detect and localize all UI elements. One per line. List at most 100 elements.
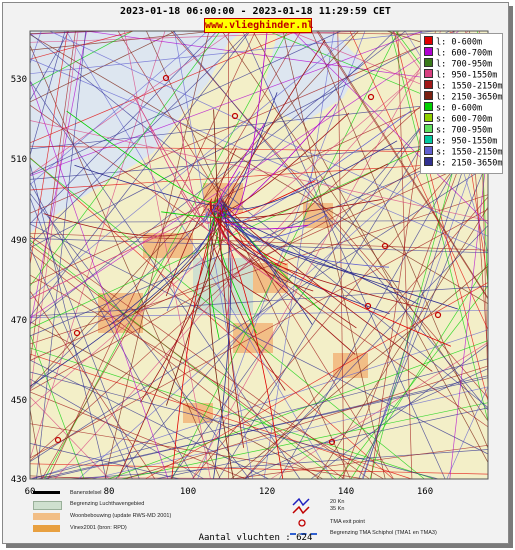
legend-item: s: 700-950m [424, 124, 493, 136]
flight-track [41, 30, 302, 480]
flight-track [29, 391, 247, 480]
tma-exit-label: TMA exit point [330, 519, 365, 525]
flight-track [202, 171, 241, 223]
flight-track [49, 30, 489, 237]
flight-track [173, 30, 489, 411]
flight-track [223, 140, 398, 210]
legend-label: s: 600-700m [436, 114, 493, 125]
flight-track [29, 145, 489, 153]
y-axis: 530 510 490 470 450 430 [11, 75, 27, 485]
flight-track [29, 30, 79, 395]
flight-track [242, 30, 446, 480]
x-tick-label: 60 [25, 487, 36, 497]
y-tick-label: 510 [11, 155, 27, 165]
flight-track [29, 30, 70, 101]
flight-track [29, 232, 489, 251]
flight-track [171, 30, 399, 480]
flight-track [161, 210, 228, 218]
flight-track [29, 204, 216, 387]
x-tick-label: 140 [338, 487, 354, 497]
flight-track [213, 199, 232, 480]
flight-track [29, 30, 357, 298]
flight-track [29, 274, 384, 480]
y-tick-label: 530 [11, 75, 27, 85]
flight-track [292, 30, 489, 225]
legend-label: l: 600-700m [436, 48, 493, 59]
flight-track [29, 161, 489, 191]
flight-track [29, 30, 166, 459]
flight-track [244, 196, 489, 480]
y-tick-label: 470 [11, 316, 27, 326]
flight-count: Aantal vluchten : 624 [198, 533, 313, 543]
flight-track [219, 199, 286, 391]
flight-track [145, 282, 489, 480]
flight-track [230, 444, 489, 480]
legend-swatch [424, 113, 433, 122]
legend-label: l: 0-600m [436, 37, 483, 48]
flight-track [29, 30, 68, 265]
flight-track [213, 212, 257, 334]
flight-track [191, 30, 442, 480]
flight-track [134, 209, 228, 314]
tma-boundary-label: Begrenzing TMA Schiphol (TMA1 en TMA3) [330, 530, 437, 536]
flight-track [29, 104, 489, 428]
flight-track [29, 208, 489, 459]
flight-track [29, 208, 220, 300]
flight-track [174, 30, 254, 480]
flight-track [449, 145, 489, 480]
flight-track [221, 204, 309, 230]
flight-track [29, 30, 436, 75]
flight-track [350, 262, 489, 480]
x-axis: 60 80 100 120 140 160 [25, 487, 434, 497]
legend-label: l: 1550-2150m [436, 81, 503, 92]
flight-track [337, 30, 345, 480]
legend-swatch [424, 102, 433, 111]
legend-label: s: 0-600m [436, 103, 483, 114]
legend-swatch [424, 157, 433, 166]
legend-item: s: 950-1550m [424, 135, 498, 147]
flight-track [29, 443, 180, 480]
flight-track [209, 198, 452, 347]
flight-track [29, 30, 209, 185]
flight-track [29, 44, 489, 462]
flight-track [29, 30, 176, 103]
vinex-label: Vinex2001 (bron: RPD) [70, 525, 127, 531]
legend-item: l: 600-700m [424, 47, 493, 59]
flight-track [36, 30, 87, 480]
flight-track [29, 165, 489, 462]
flight-track [397, 30, 413, 480]
legend-label: s: 700-950m [436, 125, 493, 136]
flight-track [108, 340, 489, 480]
flight-track [29, 223, 489, 455]
flight-track [29, 34, 489, 305]
flight-track [29, 30, 87, 327]
flight-track [104, 30, 210, 480]
y-tick-label: 450 [11, 396, 27, 406]
flight-track [216, 112, 350, 212]
flight-track [29, 163, 107, 480]
legend-label: s: 2150-3650m [436, 158, 503, 169]
flight-track [29, 182, 195, 480]
legend-swatch [424, 135, 433, 144]
flight-track [220, 199, 383, 219]
legend-item: s: 600-700m [424, 113, 493, 125]
flight-track [361, 122, 489, 480]
housing-swatch [33, 513, 60, 520]
flight-track [216, 200, 288, 289]
legend-item: l: 2150-3650m [424, 91, 503, 103]
flight-track [29, 30, 297, 144]
legend-swatch [424, 124, 433, 133]
flight-track-map: 60 80 100 120 140 160 530 510 490 470 45… [11, 30, 489, 497]
y-tick-label: 490 [11, 236, 27, 246]
flight-track [29, 30, 456, 214]
wind-35-label: 35 Kn [330, 506, 345, 512]
legend-label: s: 1550-2150m [436, 147, 503, 158]
flight-track [29, 33, 489, 408]
site-link[interactable]: www.vlieghinder.nl [204, 18, 314, 33]
legend-item: l: 950-1550m [424, 69, 497, 81]
legend-item: l: 700-950m [424, 58, 492, 70]
flight-track [29, 408, 43, 480]
legend-label: s: 950-1550m [436, 136, 498, 147]
flight-track [29, 80, 169, 480]
flight-track [29, 359, 269, 480]
